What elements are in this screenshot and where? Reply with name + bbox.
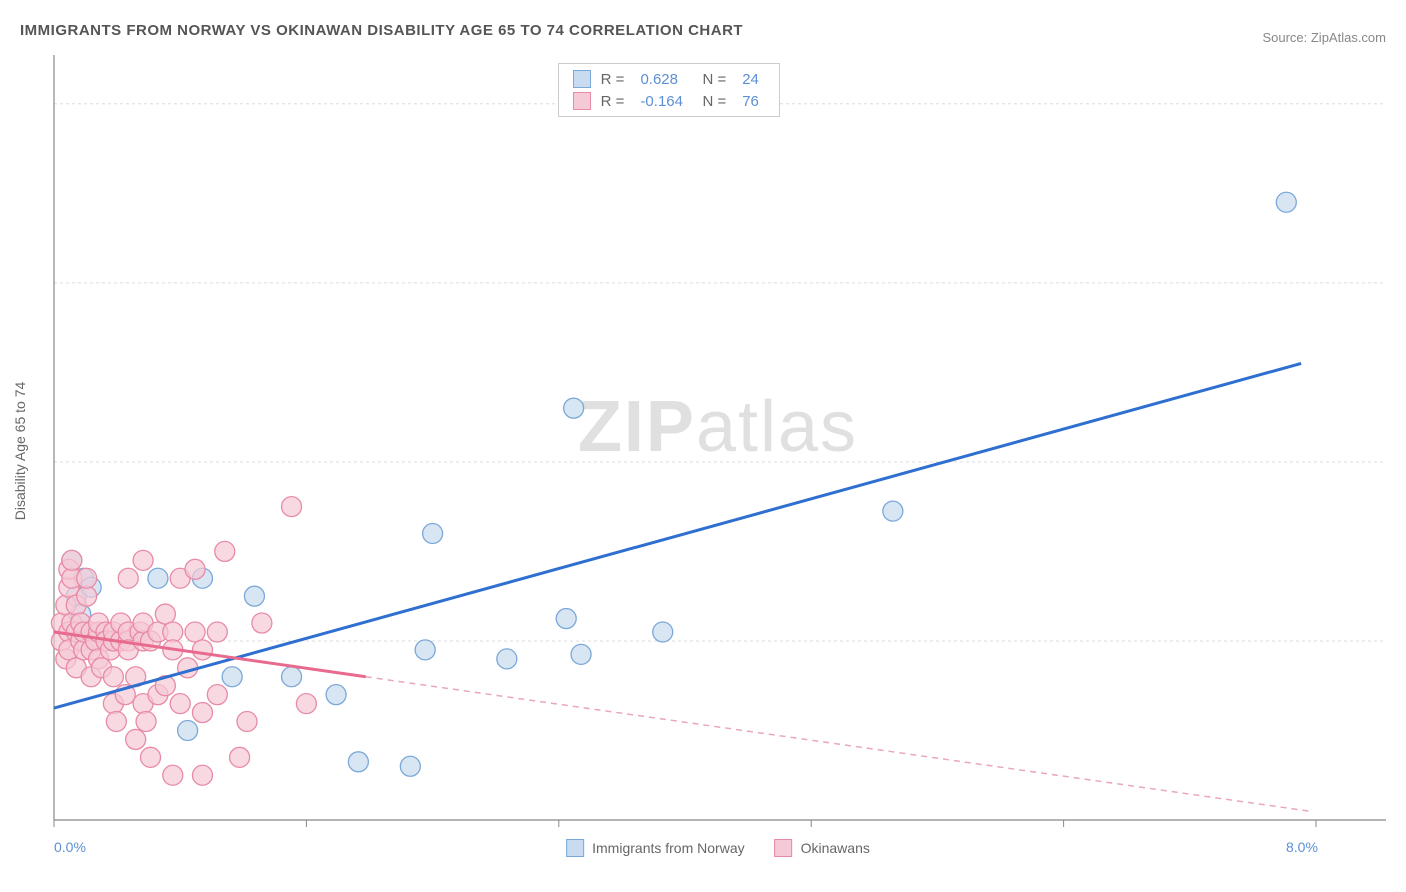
legend-swatch bbox=[566, 839, 584, 857]
legend-row: R = -0.164 N = 76 bbox=[573, 90, 765, 112]
series-legend: Immigrants from Norway Okinawans bbox=[566, 839, 870, 857]
legend-swatch bbox=[775, 839, 793, 857]
chart-title: IMMIGRANTS FROM NORWAY VS OKINAWAN DISAB… bbox=[20, 22, 743, 39]
x-tick-label: 0.0% bbox=[54, 839, 86, 855]
correlation-legend: R = 0.628 N = 24 R = -0.164 N = 76 bbox=[558, 63, 780, 117]
legend-n-value: 24 bbox=[736, 71, 765, 88]
source-name: ZipAtlas.com bbox=[1311, 30, 1386, 45]
legend-label: Immigrants from Norway bbox=[592, 840, 744, 856]
legend-swatch bbox=[573, 92, 591, 110]
legend-item: Okinawans bbox=[775, 839, 870, 857]
source-prefix: Source: bbox=[1262, 30, 1310, 45]
scatter-plot bbox=[50, 55, 1386, 830]
y-axis-label: Disability Age 65 to 74 bbox=[12, 381, 28, 520]
legend-row: R = 0.628 N = 24 bbox=[573, 68, 765, 90]
legend-r-value: 0.628 bbox=[634, 71, 692, 88]
source-attribution: Source: ZipAtlas.com bbox=[1262, 30, 1386, 45]
legend-item: Immigrants from Norway bbox=[566, 839, 744, 857]
legend-n-label: N = bbox=[702, 71, 726, 88]
legend-n-label: N = bbox=[702, 93, 726, 110]
chart-area: Disability Age 65 to 74 ZIPatlas R =0.62… bbox=[50, 55, 1386, 830]
legend-n-value: 76 bbox=[736, 93, 765, 110]
legend-label: Okinawans bbox=[801, 840, 870, 856]
legend-swatch bbox=[573, 70, 591, 88]
x-tick-label: 8.0% bbox=[1286, 839, 1318, 855]
legend-r-label: R = bbox=[601, 71, 625, 88]
legend-r-value: -0.164 bbox=[634, 93, 692, 110]
legend-r-label: R = bbox=[601, 93, 625, 110]
